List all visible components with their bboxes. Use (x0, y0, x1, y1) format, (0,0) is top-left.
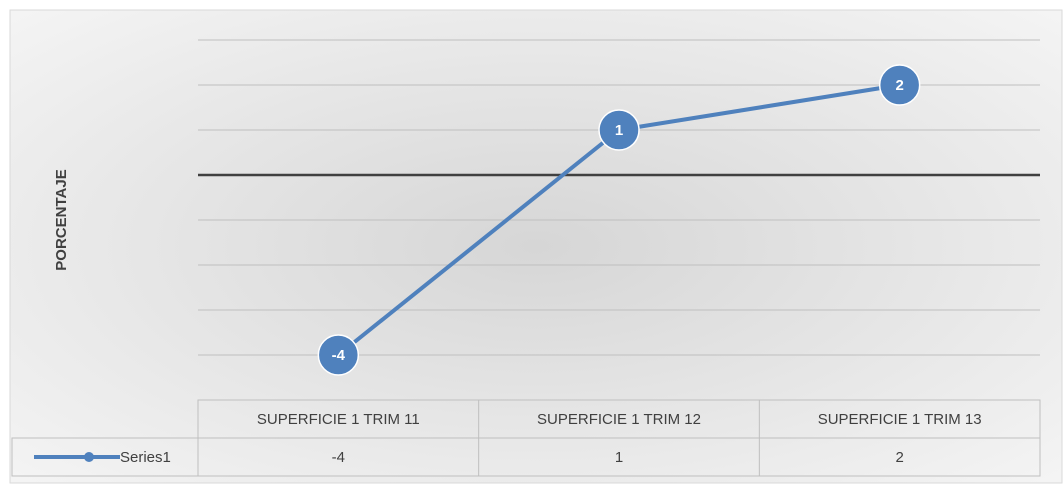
table-value: -4 (332, 449, 345, 466)
x-tick-label: SUPERFICIE 1 TRIM 13 (818, 411, 982, 428)
x-tick-label: SUPERFICIE 1 TRIM 11 (257, 411, 420, 428)
legend-label: Series1 (120, 449, 171, 466)
legend-marker (84, 452, 94, 462)
data-label: -4 (332, 347, 346, 364)
data-marker (878, 64, 921, 106)
data-label: 1 (615, 122, 623, 139)
y-axis-label: PORCENTAJE (53, 169, 70, 270)
table-value: 1 (615, 449, 623, 466)
table-value: 2 (895, 449, 903, 466)
data-marker (317, 334, 360, 376)
x-tick-label: SUPERFICIE 1 TRIM 12 (537, 411, 701, 428)
data-marker (598, 109, 640, 151)
data-label: 2 (895, 77, 903, 94)
table-series-row (11, 437, 1041, 477)
